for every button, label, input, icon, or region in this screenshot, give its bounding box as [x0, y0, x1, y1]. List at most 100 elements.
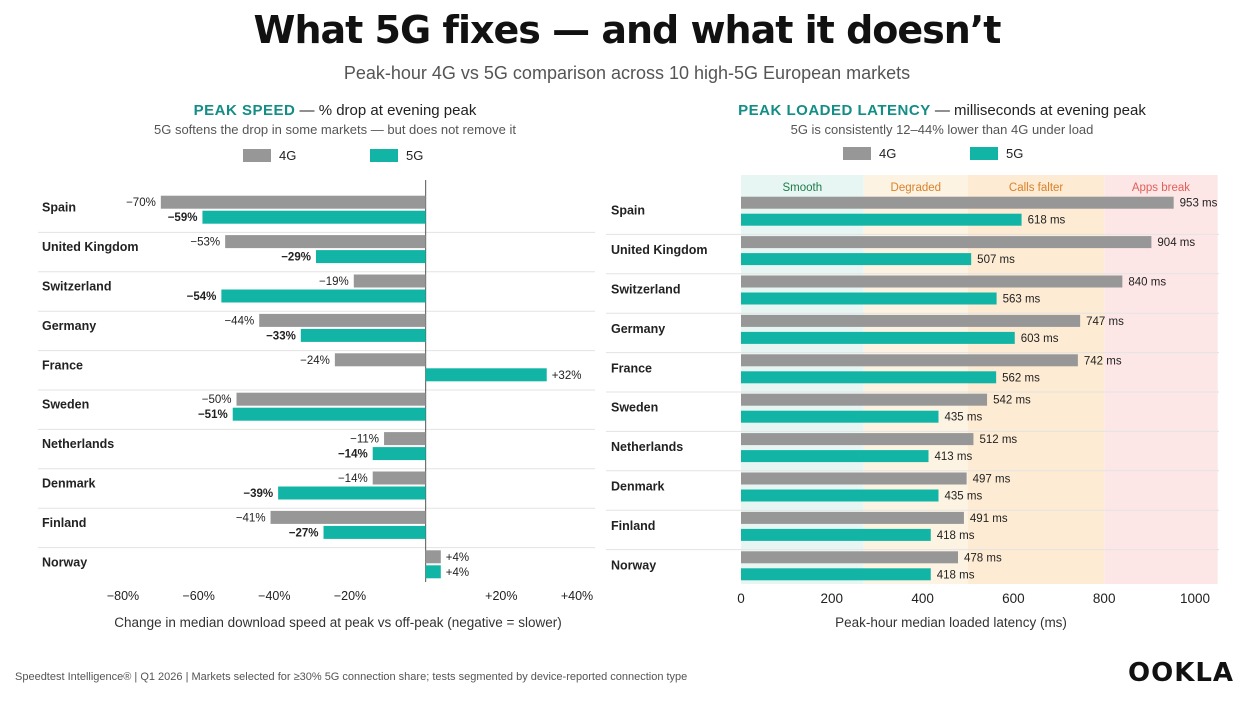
- latency-label-5g-denmark: 435 ms: [944, 491, 982, 503]
- latency-category-france: France: [611, 361, 652, 375]
- speed-title-highlight: PEAK SPEED: [193, 102, 296, 119]
- latency-label-5g-switzerland: 563 ms: [1003, 294, 1041, 306]
- latency-bar-4g-norway: [741, 551, 959, 564]
- speed-x-tick-label: +40%: [561, 589, 593, 603]
- latency-bar-4g-netherlands: [741, 433, 974, 446]
- speed-label-4g-spain: −70%: [126, 197, 156, 209]
- latency-label-5g-germany: 603 ms: [1021, 333, 1059, 345]
- legend-item-4g: 4G: [243, 148, 296, 163]
- latency-bar-5g-united-kingdom: [741, 253, 972, 266]
- speed-label-4g-switzerland: −19%: [319, 276, 349, 288]
- speed-label-5g-switzerland: −54%: [187, 291, 217, 303]
- speed-label-5g-spain: −59%: [168, 212, 198, 224]
- speed-bar-5g-norway: [425, 565, 441, 579]
- latency-category-norway: Norway: [611, 558, 656, 572]
- latency-bar-5g-france: [741, 371, 997, 384]
- speed-bar-5g-netherlands: [372, 447, 426, 461]
- latency-bar-4g-finland: [741, 511, 964, 524]
- speed-category-norway: Norway: [42, 555, 87, 569]
- speed-category-united-kingdom: United Kingdom: [42, 240, 139, 254]
- latency-label-5g-spain: 618 ms: [1028, 215, 1066, 227]
- speed-label-5g-france: +32%: [552, 370, 582, 382]
- speed-label-5g-sweden: −51%: [198, 409, 228, 421]
- speed-label-4g-france: −24%: [300, 355, 330, 367]
- legend-label-5g: 5G: [1005, 146, 1024, 161]
- speed-bar-5g-finland: [323, 525, 426, 539]
- latency-category-germany: Germany: [611, 322, 665, 336]
- speed-category-spain: Spain: [42, 201, 76, 215]
- speed-bar-4g-netherlands: [384, 432, 426, 446]
- speed-bar-5g-france: [425, 368, 547, 382]
- speed-bar-4g-spain: [160, 195, 426, 209]
- speed-category-finland: Finland: [42, 516, 86, 530]
- latency-x-tick-label: 400: [911, 591, 934, 606]
- latency-label-4g-denmark: 497 ms: [973, 474, 1011, 486]
- latency-bar-5g-finland: [741, 528, 931, 541]
- latency-label-5g-netherlands: 413 ms: [935, 451, 973, 463]
- speed-category-denmark: Denmark: [42, 477, 96, 491]
- latency-x-tick-label: 0: [737, 591, 745, 606]
- latency-category-netherlands: Netherlands: [611, 440, 683, 454]
- latency-bar-4g-france: [741, 354, 1078, 367]
- latency-bar-5g-norway: [741, 568, 931, 581]
- speed-label-5g-finland: −27%: [289, 527, 319, 539]
- legend-swatch-5g: [969, 147, 998, 160]
- speed-bar-5g-denmark: [278, 486, 426, 500]
- page-title: What 5G fixes — and what it doesn’t: [253, 8, 1002, 52]
- latency-label-4g-germany: 747 ms: [1086, 316, 1124, 328]
- speed-bar-4g-united-kingdom: [225, 235, 426, 249]
- latency-label-5g-united-kingdom: 507 ms: [977, 254, 1015, 266]
- latency-label-4g-sweden: 542 ms: [993, 395, 1031, 407]
- latency-bar-5g-spain: [741, 213, 1022, 226]
- speed-x-tick-label: −40%: [258, 589, 290, 603]
- legend-label-4g: 4G: [879, 146, 897, 161]
- latency-label-4g-netherlands: 512 ms: [979, 434, 1017, 446]
- speed-bar-5g-spain: [202, 210, 426, 224]
- speed-x-tick-label: −20%: [334, 589, 366, 603]
- latency-title-rest: — milliseconds at evening peak: [930, 102, 1146, 119]
- speed-category-switzerland: Switzerland: [42, 280, 111, 294]
- speed-title-rest: — % drop at evening peak: [295, 102, 477, 119]
- speed-label-5g-netherlands: −14%: [338, 449, 368, 461]
- speed-label-4g-norway: +4%: [446, 552, 469, 564]
- speed-label-4g-finland: −41%: [236, 512, 266, 524]
- latency-label-4g-united-kingdom: 904 ms: [1157, 237, 1195, 249]
- speed-x-tick-label: −80%: [107, 589, 139, 603]
- latency-x-tick-label: 1000: [1180, 591, 1210, 606]
- speed-bar-4g-sweden: [236, 392, 426, 406]
- latency-category-united-kingdom: United Kingdom: [611, 243, 708, 257]
- speed-label-5g-germany: −33%: [266, 330, 296, 342]
- speed-category-germany: Germany: [42, 319, 96, 333]
- latency-zone-label-smooth: Smooth: [782, 182, 822, 194]
- latency-label-5g-france: 562 ms: [1002, 372, 1040, 384]
- latency-title-highlight: PEAK LOADED LATENCY: [738, 102, 931, 119]
- legend-label-4g: 4G: [279, 148, 297, 163]
- latency-label-4g-spain: 953 ms: [1180, 198, 1218, 210]
- latency-label-4g-finland: 491 ms: [970, 513, 1008, 525]
- latency-label-4g-france: 742 ms: [1084, 355, 1122, 367]
- latency-bar-4g-united-kingdom: [741, 236, 1152, 249]
- speed-legend: 4G 5G: [243, 148, 493, 163]
- speed-x-axis-label: Change in median download speed at peak …: [114, 615, 561, 630]
- speed-label-4g-netherlands: −11%: [350, 434, 379, 446]
- latency-label-4g-switzerland: 840 ms: [1128, 277, 1166, 289]
- speed-x-tick-label: −60%: [183, 589, 215, 603]
- page-subtitle: Peak-hour 4G vs 5G comparison across 10 …: [343, 63, 911, 83]
- legend-swatch-4g: [243, 149, 271, 162]
- latency-bar-5g-germany: [741, 331, 1015, 344]
- speed-category-france: France: [42, 358, 83, 372]
- latency-category-spain: Spain: [611, 204, 645, 218]
- latency-x-tick-label: 600: [1002, 591, 1025, 606]
- latency-x-tick-label: 200: [821, 591, 844, 606]
- latency-panel-subtitle: 5G is consistently 12–44% lower than 4G …: [790, 122, 1094, 137]
- speed-x-tick-label: +20%: [485, 589, 517, 603]
- latency-bar-4g-switzerland: [741, 275, 1123, 288]
- latency-legend: 4G 5G: [843, 146, 1093, 161]
- legend-label-5g: 5G: [405, 148, 424, 163]
- latency-label-5g-sweden: 435 ms: [944, 412, 982, 424]
- speed-bar-4g-denmark: [372, 471, 426, 485]
- latency-category-finland: Finland: [611, 519, 655, 533]
- latency-zone-label-degraded: Degraded: [891, 182, 942, 194]
- latency-zone-label-apps-break: Apps break: [1132, 182, 1190, 194]
